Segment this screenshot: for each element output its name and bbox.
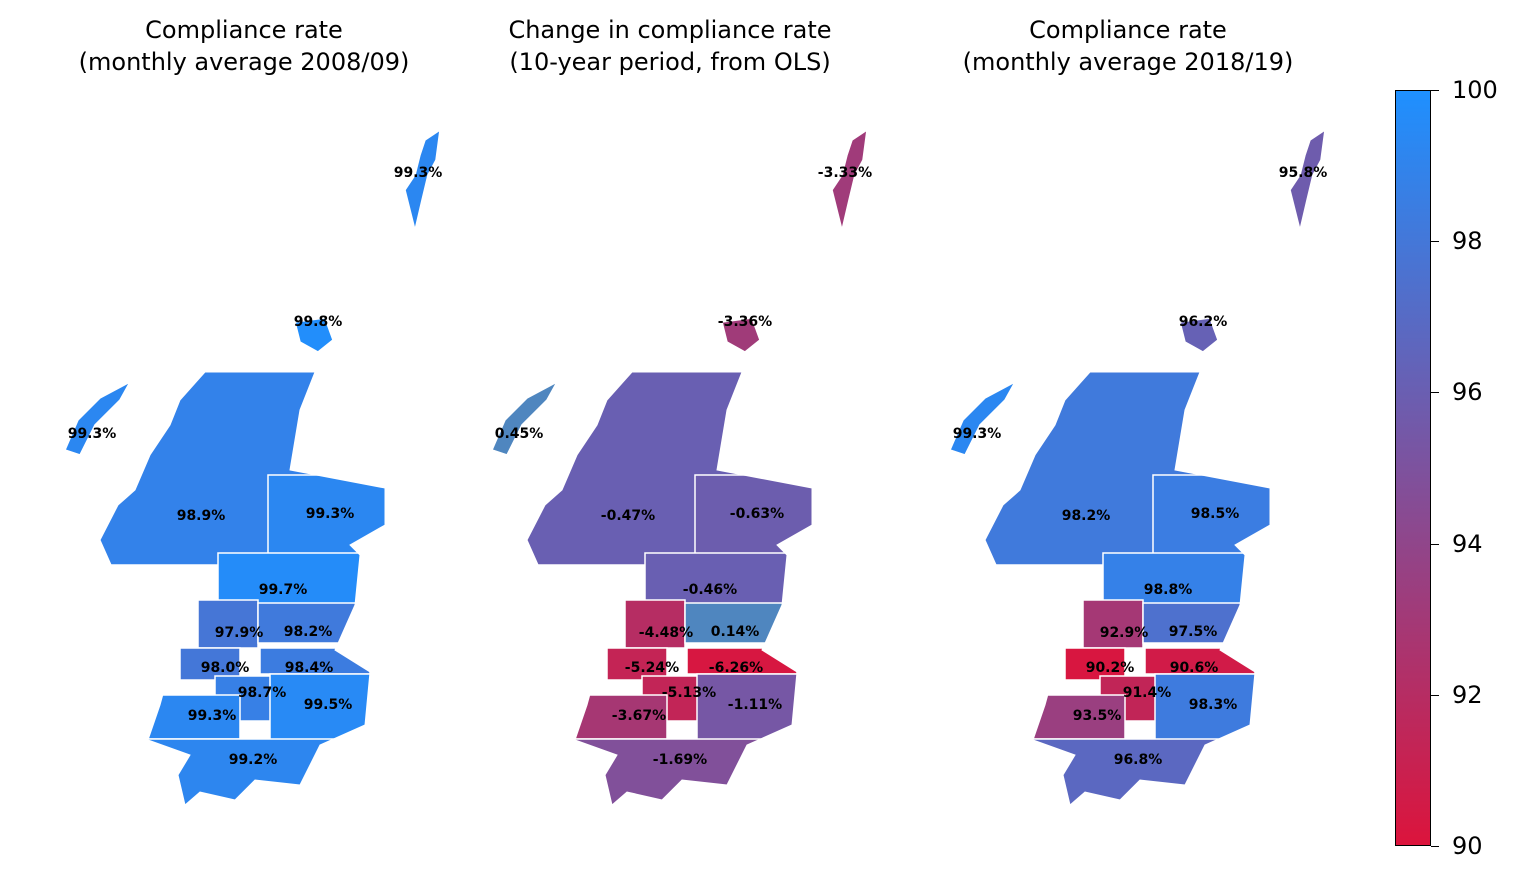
region-value-label: 96.8%: [1114, 752, 1163, 768]
region-shetland: [831, 128, 868, 231]
region-fife: [1142, 602, 1244, 644]
region-value-label: 92.9%: [1100, 625, 1149, 641]
region-value-label: 97.5%: [1169, 624, 1218, 640]
region-value-label: 99.2%: [229, 752, 278, 768]
region-greater-glasgow-and-clyde: [1064, 647, 1126, 681]
colorbar-tick-label: 92: [1452, 680, 1483, 709]
region-forth-valley: [624, 599, 686, 649]
region-value-label: -3.67%: [612, 708, 666, 724]
colorbar-tick-label: 94: [1452, 529, 1483, 558]
colorbar-tick: [1431, 90, 1439, 91]
region-value-label: 0.14%: [711, 624, 760, 640]
region-value-label: 99.3%: [953, 426, 1002, 442]
panel-3-map: 95.8% 96.2% 99.3% 98.2% 98.5% 98.8% 92.9% 97.5%…: [948, 128, 1328, 806]
region-greater-glasgow-and-clyde: [606, 647, 668, 681]
region-value-label: -0.46%: [683, 582, 737, 598]
region-value-label: 96.2%: [1179, 314, 1228, 330]
region-value-label: -3.36%: [718, 314, 772, 330]
region-value-label: 99.8%: [294, 314, 343, 330]
region-value-label: 98.9%: [177, 508, 226, 524]
region-value-label: 98.3%: [1189, 697, 1238, 713]
colorbar-tick: [1431, 241, 1439, 243]
region-orkney: [294, 317, 334, 353]
panel-1-map: 99.3% 99.8% 99.3% 98.9% 99.3% 99.7% 97.9% 98.2%…: [63, 128, 443, 806]
region-value-label: -6.26%: [709, 660, 763, 676]
region-value-label: -5.24%: [625, 660, 679, 676]
region-value-label: 90.6%: [1170, 660, 1219, 676]
colorbar-tick: [1431, 846, 1439, 847]
region-orkney: [721, 317, 761, 353]
region-value-label: -4.48%: [639, 625, 693, 641]
region-value-label: 98.7%: [238, 685, 287, 701]
region-value-label: 90.2%: [1086, 660, 1135, 676]
region-value-label: 99.3%: [68, 426, 117, 442]
region-value-label: 98.5%: [1191, 506, 1240, 522]
panel-3-title: Compliance rate (monthly average 2018/19…: [962, 16, 1294, 76]
region-value-label: 99.3%: [306, 506, 355, 522]
panel-2-map: -3.33% -3.36% 0.45% -0.47% -0.63% -0.46% -4.48…: [490, 128, 872, 806]
region-value-label: 91.4%: [1123, 685, 1172, 701]
colorbar-tick-label: 90: [1452, 832, 1483, 860]
region-greater-glasgow-and-clyde: [179, 647, 241, 681]
region-value-label: -3.33%: [818, 165, 872, 181]
colorbar-tick-label: 96: [1452, 378, 1483, 407]
region-shetland: [1289, 128, 1326, 231]
region-value-label: -5.13%: [662, 685, 716, 701]
region-western-isles: [63, 380, 132, 456]
region-value-label: -1.69%: [653, 752, 707, 768]
region-value-label: -0.47%: [601, 508, 655, 524]
region-value-label: 0.45%: [495, 426, 544, 442]
region-western-isles: [948, 380, 1017, 456]
colorbar-tick: [1431, 543, 1439, 545]
region-value-label: -0.63%: [730, 506, 784, 522]
colorbar-tick: [1431, 694, 1439, 696]
region-value-label: 99.3%: [188, 708, 237, 724]
region-value-label: 99.3%: [394, 165, 443, 181]
colorbar: [1395, 90, 1431, 846]
region-value-label: -1.11%: [728, 697, 782, 713]
region-value-label: 98.0%: [201, 660, 250, 676]
panel-1-title: Compliance rate (monthly average 2008/09…: [78, 16, 410, 76]
region-shetland: [404, 128, 441, 231]
region-orkney: [1179, 317, 1219, 353]
region-value-label: 97.9%: [215, 625, 264, 641]
region-western-isles: [490, 380, 559, 456]
region-value-label: 95.8%: [1279, 165, 1328, 181]
region-value-label: 98.4%: [285, 660, 334, 676]
colorbar-tick: [1431, 392, 1439, 394]
colorbar-tick-label: 100: [1452, 76, 1498, 104]
region-value-label: 98.8%: [1144, 582, 1193, 598]
region-value-label: 93.5%: [1073, 708, 1122, 724]
region-value-label: 98.2%: [284, 624, 333, 640]
colorbar-tick-label: 98: [1452, 227, 1483, 256]
region-value-label: 98.2%: [1062, 508, 1111, 524]
panel-2-title: Change in compliance rate (10-year perio…: [508, 16, 832, 76]
region-value-label: 99.7%: [259, 582, 308, 598]
region-value-label: 99.5%: [304, 697, 353, 713]
